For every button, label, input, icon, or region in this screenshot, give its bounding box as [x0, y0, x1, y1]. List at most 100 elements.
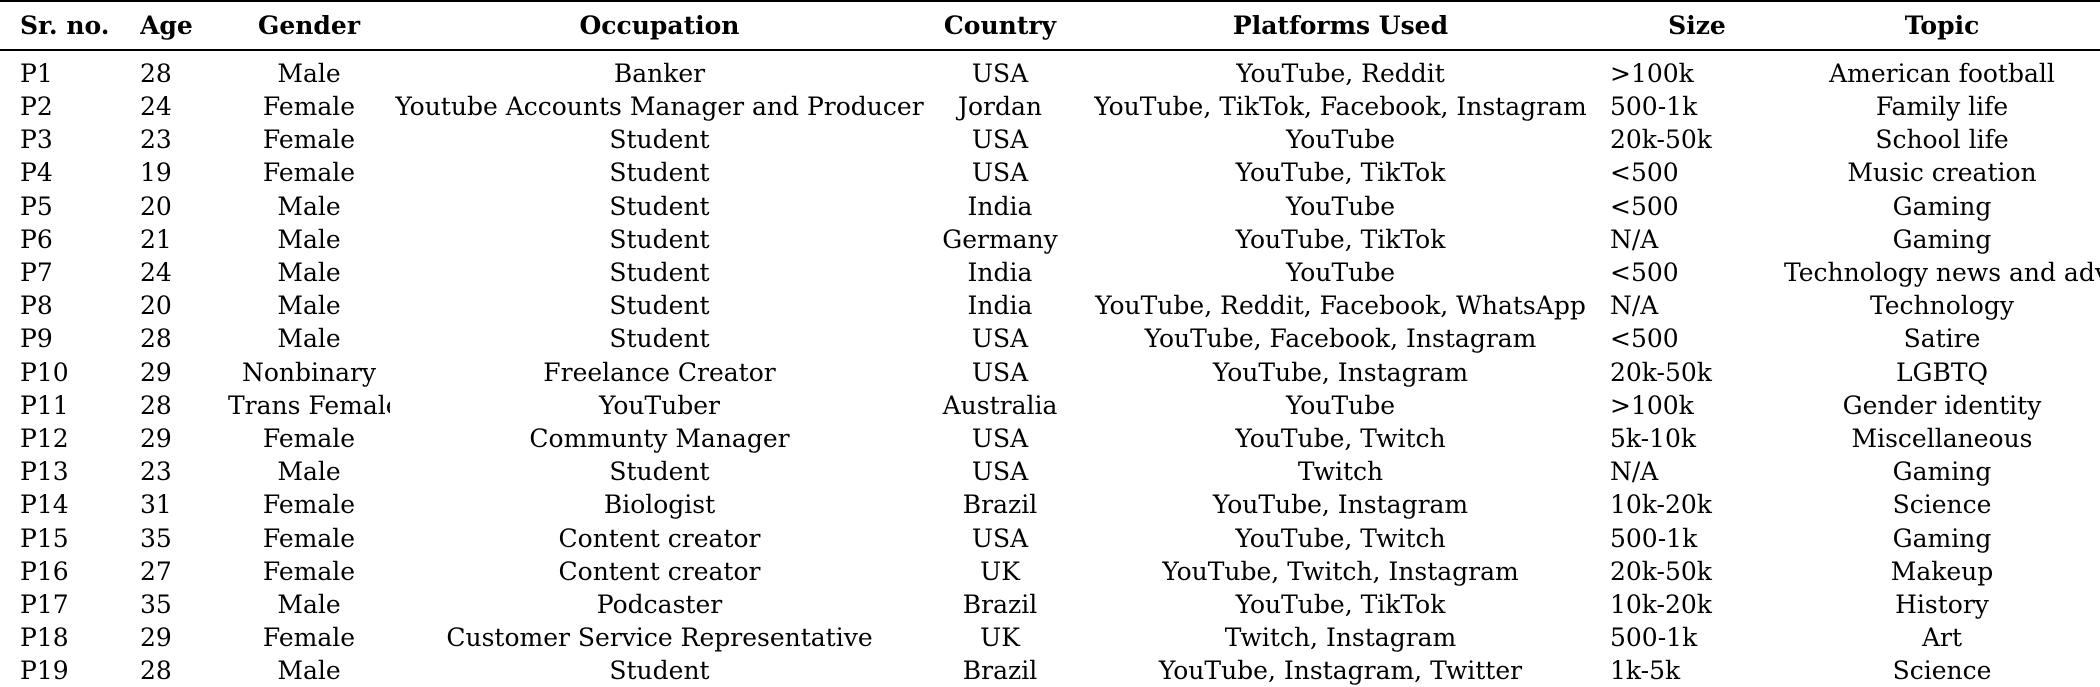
cell-size: 500-1k: [1610, 523, 1698, 553]
cell-gender: Male: [277, 656, 341, 686]
cell-size: N/A: [1610, 291, 1659, 321]
cell-gender: Male: [277, 224, 341, 254]
cell-platforms: Twitch, Instagram: [1224, 623, 1457, 653]
cell-size: 20k-50k: [1610, 357, 1712, 387]
table-row: P18 29 Female Customer Service Representati…: [0, 621, 2100, 654]
cell-topic: Makeup: [1890, 556, 1994, 586]
table-row: P2 24 Female Youtube Accounts Manager and P…: [0, 90, 2100, 123]
table-body: P1 28 Male Banker USA YouTube, Reddit >100k Ame…: [0, 50, 2100, 687]
cell-gender: Female: [262, 423, 356, 453]
cell-topic: American football: [1829, 59, 2055, 88]
cell-occupation: Student: [609, 191, 710, 221]
cell-country: USA: [971, 523, 1029, 553]
cell-age: 24: [140, 258, 172, 288]
cell-age: 24: [140, 92, 172, 122]
cell-occupation: Banker: [613, 59, 706, 88]
cell-sr-no: P6: [20, 224, 53, 254]
cell-size: 500-1k: [1610, 92, 1698, 122]
cell-country: UK: [980, 623, 1020, 653]
cell-platforms: YouTube, Twitch: [1235, 523, 1446, 553]
cell-gender: Male: [277, 59, 341, 88]
header-occupation: Occupation: [390, 0, 929, 51]
cell-platforms: YouTube, Instagram: [1212, 490, 1469, 520]
header-platforms: Platforms Used: [1071, 0, 1610, 51]
cell-platforms: YouTube, Instagram: [1212, 357, 1469, 387]
table-row: P4 19 Female Student USA YouTube, TikTok <500 M…: [0, 156, 2100, 189]
cell-sr-no: P2: [20, 92, 53, 122]
cell-size: 500-1k: [1610, 623, 1698, 653]
table-row: P15 35 Female Content creator USA YouTube, Tw…: [0, 521, 2100, 554]
table-row: P10 29 Nonbinary Freelance Creator USA YouTub…: [0, 356, 2100, 389]
table-row: P17 35 Male Podcaster Brazil YouTube, TikTok 1…: [0, 588, 2100, 621]
cell-gender: Female: [262, 92, 356, 122]
cell-size: 1k-5k: [1610, 656, 1681, 686]
cell-occupation: Student: [609, 258, 710, 288]
cell-occupation: Customer Service Representative: [446, 623, 873, 653]
cell-gender: Male: [277, 457, 341, 487]
cell-age: 19: [140, 158, 172, 188]
cell-occupation: Youtube Accounts Manager and Producer: [395, 92, 924, 122]
cell-topic: Family life: [1875, 92, 2009, 122]
cell-sr-no: P11: [20, 390, 69, 420]
cell-age: 27: [140, 556, 172, 586]
cell-sr-no: P7: [20, 258, 53, 288]
cell-platforms: YouTube: [1285, 191, 1396, 221]
cell-age: 29: [140, 357, 172, 387]
cell-country: USA: [971, 357, 1029, 387]
cell-size: 5k-10k: [1610, 423, 1697, 453]
cell-country: India: [967, 258, 1033, 288]
table-row: P3 23 Female Student USA YouTube 20k-50k School…: [0, 123, 2100, 156]
cell-platforms: YouTube, TikTok, Facebook, Instagram: [1094, 92, 1587, 122]
cell-country: Germany: [942, 224, 1058, 254]
cell-topic: Music creation: [1847, 158, 2037, 188]
cell-age: 28: [140, 390, 172, 420]
cell-topic: Gender identity: [1842, 390, 2042, 420]
cell-platforms: YouTube, TikTok: [1235, 224, 1446, 254]
cell-topic: Technology news and advic: [1784, 258, 2100, 288]
cell-gender: Male: [277, 191, 341, 221]
cell-sr-no: P14: [20, 490, 69, 520]
cell-platforms: YouTube, TikTok: [1235, 158, 1446, 188]
cell-platforms: YouTube: [1285, 390, 1396, 420]
cell-platforms: YouTube, TikTok: [1235, 589, 1446, 619]
cell-occupation: Content creator: [558, 556, 761, 586]
cell-topic: Gaming: [1892, 523, 1992, 553]
cell-gender: Female: [262, 490, 356, 520]
header-row: Sr. no. Age Gender Occupation Country Pl…: [0, 0, 2100, 51]
cell-size: >100k: [1610, 390, 1694, 420]
cell-occupation: Podcaster: [596, 589, 723, 619]
cell-occupation: YouTuber: [598, 390, 720, 420]
cell-topic: Satire: [1903, 324, 1981, 354]
cell-topic: History: [1895, 589, 1989, 619]
cell-size: N/A: [1610, 457, 1659, 487]
cell-gender: Male: [277, 258, 341, 288]
cell-age: 31: [140, 490, 172, 520]
cell-gender: Female: [262, 158, 356, 188]
cell-occupation: Student: [609, 656, 710, 686]
header-age: Age: [140, 0, 228, 51]
cell-occupation: Biologist: [603, 490, 716, 520]
cell-occupation: Student: [609, 224, 710, 254]
cell-sr-no: P16: [20, 556, 69, 586]
cell-sr-no: P17: [20, 589, 69, 619]
cell-sr-no: P9: [20, 324, 53, 354]
table-row: P11 28 Trans Female YouTuber Australia YouTub…: [0, 389, 2100, 422]
cell-topic: LGBTQ: [1895, 357, 1989, 387]
cell-sr-no: P5: [20, 191, 53, 221]
cell-country: USA: [971, 158, 1029, 188]
cell-topic: School life: [1875, 125, 2009, 155]
cell-gender: Female: [262, 125, 356, 155]
cell-age: 29: [140, 623, 172, 653]
table-row: P13 23 Male Student USA Twitch N/A Gaming: [0, 455, 2100, 488]
cell-sr-no: P10: [20, 357, 69, 387]
cell-topic: Gaming: [1892, 191, 1992, 221]
cell-occupation: Student: [609, 457, 710, 487]
cell-platforms: YouTube, Instagram, Twitter: [1158, 656, 1523, 686]
cell-topic: Science: [1892, 490, 1992, 520]
cell-topic: Gaming: [1892, 224, 1992, 254]
cell-sr-no: P3: [20, 125, 53, 155]
cell-platforms: Twitch: [1297, 457, 1384, 487]
table-row: P1 28 Male Banker USA YouTube, Reddit >100k Ame…: [0, 50, 2100, 90]
cell-country: Jordan: [957, 92, 1043, 122]
